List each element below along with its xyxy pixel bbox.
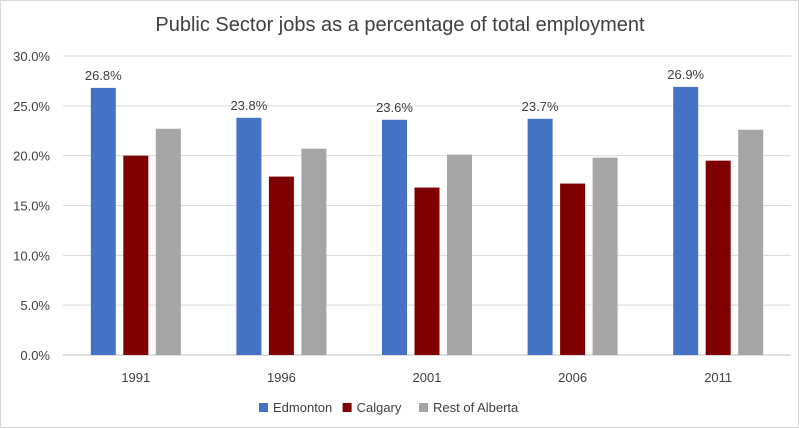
y-tick-label: 15.0% <box>13 199 50 214</box>
legend-label: Edmonton <box>273 400 332 415</box>
data-label: 26.8% <box>85 68 122 83</box>
bar-rest-of-alberta-2001 <box>447 154 472 355</box>
data-label: 23.7% <box>522 99 559 114</box>
y-tick-label: 5.0% <box>20 298 50 313</box>
y-tick-label: 10.0% <box>13 248 50 263</box>
bar-rest-of-alberta-1996 <box>301 148 327 355</box>
legend-swatch <box>259 403 268 412</box>
x-tick-label: 2001 <box>413 370 442 385</box>
bar-calgary-2006 <box>560 183 586 355</box>
x-tick-label: 1991 <box>121 370 150 385</box>
y-tick-label: 25.0% <box>13 99 50 114</box>
y-tick-label: 30.0% <box>13 49 50 64</box>
bar-calgary-1996 <box>268 176 294 355</box>
bar-edmonton-2011 <box>673 86 699 355</box>
bar-rest-of-alberta-2006 <box>592 157 618 355</box>
bar-edmonton-1991 <box>90 87 116 355</box>
bar-calgary-2001 <box>414 187 440 355</box>
bar-rest-of-alberta-2011 <box>738 129 764 355</box>
legend-swatch <box>419 403 428 412</box>
y-tick-label: 20.0% <box>13 149 50 164</box>
data-label: 23.6% <box>376 100 413 115</box>
legend-label: Calgary <box>357 400 402 415</box>
bar-calgary-2011 <box>705 160 731 355</box>
bar-edmonton-2001 <box>382 119 407 355</box>
bar-calgary-1991 <box>123 155 149 355</box>
legend-label: Rest of Alberta <box>433 400 519 415</box>
bar-edmonton-1996 <box>236 117 262 355</box>
x-tick-label: 1996 <box>267 370 296 385</box>
data-label: 23.8% <box>230 98 267 113</box>
bar-edmonton-2006 <box>527 118 553 355</box>
bar-rest-of-alberta-1991 <box>155 128 181 355</box>
x-tick-label: 2006 <box>558 370 587 385</box>
data-label: 26.9% <box>667 67 704 82</box>
x-tick-label: 2011 <box>704 370 732 385</box>
chart-title: Public Sector jobs as a percentage of to… <box>155 14 645 36</box>
legend-swatch <box>342 403 352 412</box>
y-tick-label: 0.0% <box>20 348 50 363</box>
